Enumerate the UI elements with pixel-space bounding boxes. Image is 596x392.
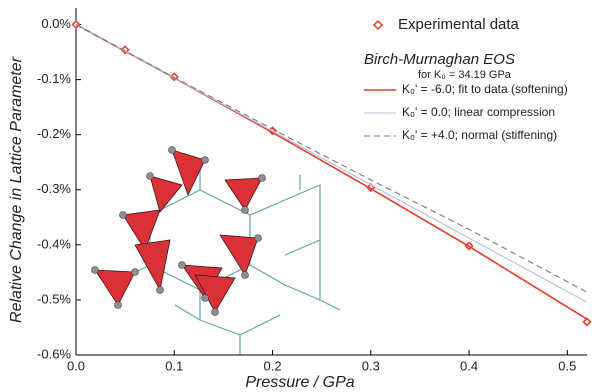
page: {"chart_data": {"type": "line", "x_label…: [0, 0, 596, 392]
chart: Pressure / GPa Relative Change in Lattic…: [0, 0, 596, 392]
x-tick-label: 0.2: [263, 358, 281, 373]
legend-label: Experimental data: [398, 16, 520, 33]
y-tick-label: -0.5%: [37, 291, 71, 306]
x-axis-title: Pressure / GPa: [245, 374, 354, 391]
legend-label: K₀' = -6.0; fit to data (softening): [402, 82, 568, 96]
x-tick-label: 0.5: [558, 358, 576, 373]
y-tick-label: 0.0%: [41, 16, 71, 31]
y-tick-label: -0.3%: [37, 181, 71, 196]
structure-illustration: [92, 147, 341, 356]
y-tick-label: -0.1%: [37, 71, 71, 86]
x-tick-label: 0.4: [460, 358, 478, 373]
legend-note: for K₀ = 34.19 GPa: [418, 69, 512, 81]
data-point: [584, 318, 591, 325]
legend-marker: [374, 21, 382, 29]
legend-label: K₀' = 0.0; linear compression: [402, 105, 555, 119]
y-tick-label: -0.2%: [37, 126, 71, 141]
x-tick-label: 0.1: [165, 358, 183, 373]
legend-title: Birch-Murnaghan EOS: [364, 51, 515, 68]
y-tick-label: -0.4%: [37, 236, 71, 251]
legend-label: K₀' = +4.0; normal (stiffening): [402, 128, 557, 142]
y-axis-title: Relative Change in Lattice Parameter: [8, 56, 25, 323]
x-tick-label: 0.0: [67, 358, 85, 373]
x-tick-label: 0.3: [362, 358, 380, 373]
